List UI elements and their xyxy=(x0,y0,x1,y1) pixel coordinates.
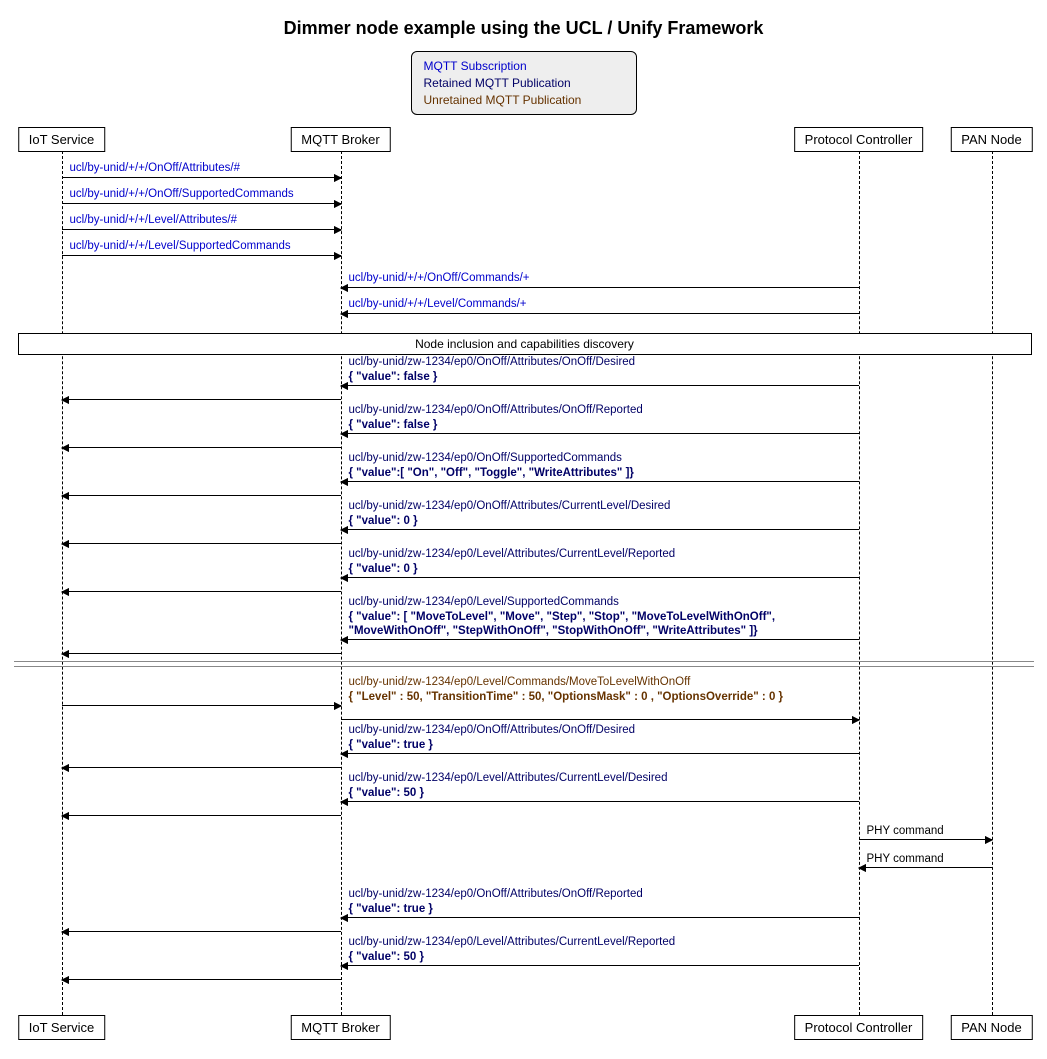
message-label: ucl/by-unid/zw-1234/ep0/Level/Attributes… xyxy=(349,547,676,576)
message-label: ucl/by-unid/zw-1234/ep0/OnOff/SupportedC… xyxy=(349,451,634,480)
legend-sub: MQTT Subscription xyxy=(424,58,624,75)
page-title: Dimmer node example using the UCL / Unif… xyxy=(12,18,1035,39)
arrow-head xyxy=(61,928,69,936)
arrow xyxy=(62,591,341,592)
message-label: ucl/by-unid/zw-1234/ep0/Level/SupportedC… xyxy=(349,595,776,638)
arrow-head xyxy=(340,574,348,582)
arrow-head xyxy=(858,864,866,872)
message-label: ucl/by-unid/+/+/OnOff/SupportedCommands xyxy=(70,187,294,201)
message-label: PHY command xyxy=(867,852,944,866)
arrow xyxy=(341,385,859,386)
arrow xyxy=(62,705,341,706)
arrow-head xyxy=(340,636,348,644)
participant-pan: PAN Node xyxy=(950,127,1032,152)
arrow xyxy=(62,495,341,496)
arrow-head xyxy=(61,396,69,404)
message-label: ucl/by-unid/zw-1234/ep0/Level/Attributes… xyxy=(349,935,676,964)
arrow-head xyxy=(340,284,348,292)
arrow-head xyxy=(340,914,348,922)
arrow xyxy=(62,255,341,256)
arrow-head xyxy=(340,750,348,758)
legend-unret: Unretained MQTT Publication xyxy=(424,92,624,109)
arrow xyxy=(341,529,859,530)
participant-iot-bottom: IoT Service xyxy=(18,1015,106,1040)
message-label: ucl/by-unid/+/+/Level/Commands/+ xyxy=(349,297,527,311)
arrow-head xyxy=(340,526,348,534)
arrow-head xyxy=(61,650,69,658)
arrow xyxy=(62,447,341,448)
message-label: ucl/by-unid/+/+/Level/SupportedCommands xyxy=(70,239,291,253)
arrow-head xyxy=(340,310,348,318)
message-label: ucl/by-unid/+/+/Level/Attributes/# xyxy=(70,213,238,227)
participant-proto-bottom: Protocol Controller xyxy=(794,1015,924,1040)
arrow xyxy=(859,867,992,868)
arrow xyxy=(341,639,859,640)
legend: MQTT Subscription Retained MQTT Publicat… xyxy=(411,51,637,115)
arrow-head xyxy=(340,962,348,970)
arrow xyxy=(341,313,859,314)
arrow xyxy=(62,229,341,230)
message-label: ucl/by-unid/zw-1234/ep0/OnOff/Attributes… xyxy=(349,887,643,916)
arrow xyxy=(341,577,859,578)
note-discovery: Node inclusion and capabilities discover… xyxy=(18,333,1032,355)
arrow xyxy=(62,653,341,654)
lifeline-proto xyxy=(859,151,860,1015)
arrow xyxy=(341,801,859,802)
message-label: ucl/by-unid/zw-1234/ep0/OnOff/Attributes… xyxy=(349,723,636,752)
arrow-head xyxy=(334,200,342,208)
arrow xyxy=(341,481,859,482)
arrow-head xyxy=(334,252,342,260)
message-label: ucl/by-unid/+/+/OnOff/Attributes/# xyxy=(70,161,240,175)
arrow xyxy=(62,767,341,768)
participant-broker: MQTT Broker xyxy=(290,127,391,152)
lifeline-broker xyxy=(341,151,342,1015)
message-label: ucl/by-unid/zw-1234/ep0/OnOff/Attributes… xyxy=(349,499,671,528)
arrow-head xyxy=(985,836,993,844)
arrow xyxy=(62,979,341,980)
participant-broker-bottom: MQTT Broker xyxy=(290,1015,391,1040)
arrow-head xyxy=(61,444,69,452)
message-label: PHY command xyxy=(867,824,944,838)
arrow-head xyxy=(340,430,348,438)
message-label: ucl/by-unid/+/+/OnOff/Commands/+ xyxy=(349,271,530,285)
message-label: ucl/by-unid/zw-1234/ep0/Level/Commands/M… xyxy=(349,675,784,704)
arrow-head xyxy=(334,226,342,234)
arrow-head xyxy=(61,492,69,500)
arrow-head xyxy=(61,812,69,820)
arrow-head xyxy=(334,702,342,710)
arrow-head xyxy=(61,540,69,548)
arrow xyxy=(62,203,341,204)
arrow xyxy=(62,177,341,178)
participant-pan-bottom: PAN Node xyxy=(950,1015,1032,1040)
arrow xyxy=(341,753,859,754)
participant-iot: IoT Service xyxy=(18,127,106,152)
arrow-head xyxy=(61,588,69,596)
arrow-head xyxy=(61,764,69,772)
message-label: ucl/by-unid/zw-1234/ep0/OnOff/Attributes… xyxy=(349,355,636,384)
participant-proto: Protocol Controller xyxy=(794,127,924,152)
lifeline-iot xyxy=(62,151,63,1015)
arrow-head xyxy=(340,478,348,486)
arrow-head xyxy=(61,976,69,984)
arrow-head xyxy=(340,382,348,390)
section-divider xyxy=(14,661,1034,667)
sequence-diagram: IoT Service IoT Service MQTT Broker MQTT Br… xyxy=(14,127,1034,1047)
legend-ret: Retained MQTT Publication xyxy=(424,75,624,92)
arrow xyxy=(62,543,341,544)
arrow xyxy=(62,815,341,816)
arrow xyxy=(62,399,341,400)
arrow-head xyxy=(852,716,860,724)
arrow xyxy=(341,917,859,918)
arrow xyxy=(62,931,341,932)
arrow xyxy=(341,719,859,720)
arrow-head xyxy=(334,174,342,182)
arrow xyxy=(341,433,859,434)
message-label: ucl/by-unid/zw-1234/ep0/Level/Attributes… xyxy=(349,771,668,800)
lifeline-pan xyxy=(992,151,993,1015)
arrow xyxy=(859,839,992,840)
arrow xyxy=(341,287,859,288)
arrow-head xyxy=(340,798,348,806)
arrow xyxy=(341,965,859,966)
message-label: ucl/by-unid/zw-1234/ep0/OnOff/Attributes… xyxy=(349,403,643,432)
